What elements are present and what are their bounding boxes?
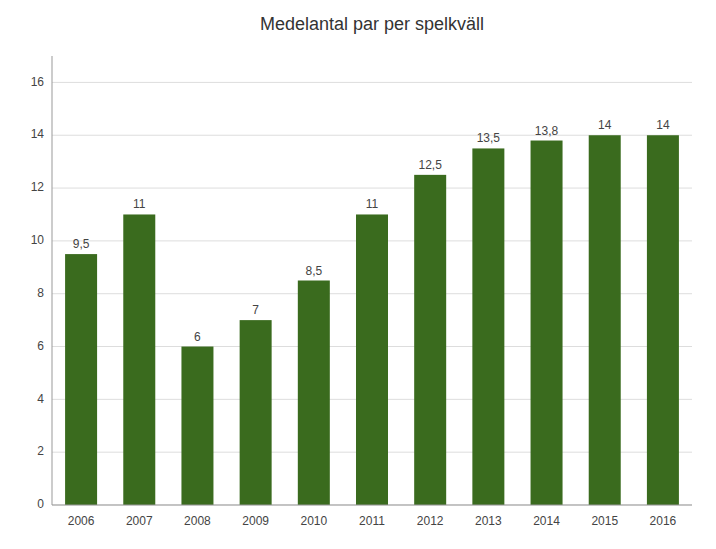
- data-label: 14: [598, 118, 612, 132]
- bar: [356, 214, 388, 505]
- bar: [240, 320, 272, 505]
- x-tick-label: 2013: [475, 514, 502, 528]
- bar: [647, 135, 679, 505]
- bar: [298, 281, 330, 506]
- x-axis-line: [52, 505, 692, 506]
- bars: [65, 135, 679, 505]
- y-tick-label: 16: [31, 75, 45, 89]
- y-tick-label: 12: [31, 180, 45, 194]
- data-label: 14: [656, 118, 670, 132]
- y-axis: 0 2 4 6 8 10 12 14 16: [31, 56, 52, 511]
- bar: [181, 347, 213, 505]
- bar: [531, 141, 563, 505]
- x-tick-label: 2014: [533, 514, 560, 528]
- data-label: 13,8: [535, 124, 559, 138]
- x-tick-label: 2011: [359, 514, 385, 528]
- data-label: 11: [133, 197, 146, 211]
- data-labels: 9,5 11 6 7 8,5 11 12,5 13,5 13,8 14 14: [73, 118, 670, 343]
- bar: [65, 254, 97, 505]
- y-tick-label: 8: [37, 286, 44, 300]
- x-tick-label: 2007: [126, 514, 153, 528]
- data-label: 13,5: [477, 131, 501, 145]
- y-tick-label: 14: [31, 127, 45, 141]
- data-label: 8,5: [305, 264, 322, 278]
- bar: [472, 148, 504, 505]
- x-tick-label: 2012: [417, 514, 444, 528]
- x-tick-label: 2016: [650, 514, 677, 528]
- x-tick-label: 2009: [242, 514, 269, 528]
- chart-svg: Medelantal par per spelkväll 0 2 4 6 8 10 12 14 1…: [0, 0, 716, 549]
- x-tick-label: 2015: [591, 514, 618, 528]
- x-axis: 2006 2007 2008 2009 2010 2011 2012 2013 2014 2015…: [52, 505, 692, 528]
- y-tick-label: 10: [31, 233, 45, 247]
- chart-container: Medelantal par per spelkväll 0 2 4 6 8 10 12 14 1…: [0, 0, 716, 549]
- y-axis-line: [52, 56, 53, 505]
- bar: [589, 135, 621, 505]
- grid-line: [52, 82, 692, 83]
- data-label: 7: [252, 303, 259, 317]
- y-tick-label: 0: [37, 497, 44, 511]
- y-tick-label: 4: [37, 392, 44, 406]
- x-tick-label: 2008: [184, 514, 211, 528]
- data-label: 6: [194, 330, 201, 344]
- bar: [123, 214, 155, 505]
- bar: [414, 175, 446, 505]
- grid: [52, 82, 692, 505]
- y-tick-label: 6: [37, 339, 44, 353]
- data-label: 9,5: [73, 237, 90, 251]
- data-label: 11: [366, 197, 379, 211]
- y-tick-label: 2: [37, 444, 44, 458]
- chart-title: Medelantal par per spelkväll: [260, 14, 484, 34]
- x-tick-label: 2006: [68, 514, 95, 528]
- x-tick-label: 2010: [300, 514, 327, 528]
- data-label: 12,5: [419, 158, 443, 172]
- grid-line: [52, 505, 692, 506]
